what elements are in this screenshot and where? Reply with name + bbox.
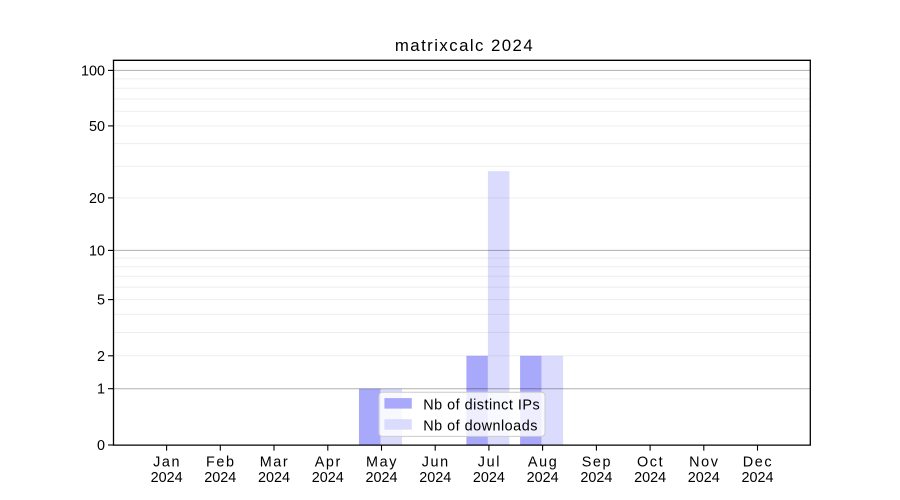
- svg-text:Aug: Aug: [528, 454, 558, 470]
- svg-text:100: 100: [81, 63, 105, 79]
- svg-text:Jan: Jan: [153, 454, 181, 470]
- svg-text:Sep: Sep: [582, 454, 612, 470]
- svg-text:2024: 2024: [634, 470, 666, 486]
- svg-text:2024: 2024: [527, 470, 559, 486]
- svg-text:2024: 2024: [741, 470, 773, 486]
- svg-text:2024: 2024: [365, 470, 397, 486]
- svg-text:Feb: Feb: [206, 454, 236, 470]
- svg-text:1: 1: [97, 382, 105, 398]
- svg-text:2024: 2024: [473, 470, 505, 486]
- svg-text:20: 20: [89, 191, 105, 207]
- svg-text:Nov: Nov: [689, 454, 719, 470]
- svg-text:0: 0: [97, 438, 105, 454]
- svg-text:Jul: Jul: [478, 454, 501, 470]
- svg-text:10: 10: [89, 243, 105, 259]
- svg-text:Dec: Dec: [743, 454, 773, 470]
- svg-text:Nb of downloads: Nb of downloads: [423, 418, 538, 434]
- svg-text:2024: 2024: [312, 470, 344, 486]
- svg-text:Jun: Jun: [422, 454, 450, 470]
- svg-text:2024: 2024: [258, 470, 290, 486]
- svg-text:matrixcalc 2024: matrixcalc 2024: [395, 36, 534, 55]
- svg-text:Mar: Mar: [260, 454, 290, 470]
- svg-text:50: 50: [89, 119, 105, 135]
- svg-text:2024: 2024: [151, 470, 183, 486]
- svg-text:2024: 2024: [688, 470, 720, 486]
- svg-text:May: May: [366, 454, 398, 470]
- svg-text:2: 2: [97, 349, 105, 365]
- svg-text:Nb of distinct IPs: Nb of distinct IPs: [423, 397, 540, 413]
- svg-text:Oct: Oct: [637, 454, 664, 470]
- svg-text:2024: 2024: [204, 470, 236, 486]
- svg-text:Apr: Apr: [315, 454, 342, 470]
- svg-text:2024: 2024: [580, 470, 612, 486]
- svg-text:5: 5: [97, 293, 105, 309]
- svg-text:2024: 2024: [419, 470, 451, 486]
